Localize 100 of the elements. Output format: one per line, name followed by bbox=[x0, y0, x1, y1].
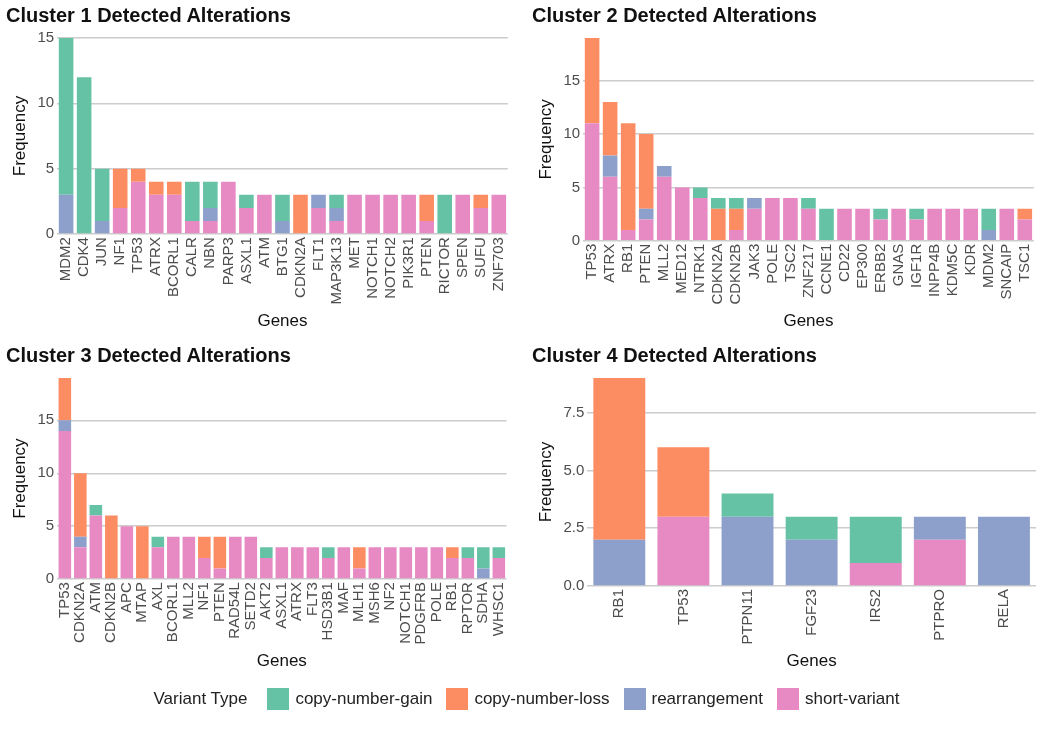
bar bbox=[130, 168, 146, 182]
y-tick-label: 10 bbox=[563, 124, 581, 142]
bar bbox=[58, 420, 72, 431]
legend-label: copy-number-gain bbox=[295, 689, 433, 709]
bar bbox=[148, 194, 164, 234]
bar bbox=[783, 198, 798, 240]
bar bbox=[182, 536, 196, 579]
bar bbox=[329, 194, 344, 208]
bar bbox=[198, 557, 211, 579]
bar bbox=[112, 168, 128, 208]
y-tick-label: 5 bbox=[571, 177, 581, 195]
x-tick-label: ATM bbox=[85, 582, 103, 613]
bar bbox=[329, 207, 344, 221]
y-tick-label: 7.5 bbox=[563, 402, 585, 420]
bar bbox=[58, 38, 74, 195]
x-tick-label: RPTOR bbox=[457, 581, 475, 635]
bar bbox=[729, 198, 744, 209]
bar bbox=[58, 430, 72, 579]
x-tick-label: INPP4B bbox=[924, 243, 942, 298]
bar bbox=[306, 547, 320, 579]
x-tick-label: CDKN2A bbox=[290, 237, 308, 298]
x-tick-label: ATM bbox=[254, 237, 272, 268]
bar bbox=[167, 536, 180, 579]
bar bbox=[365, 194, 380, 234]
x-axis-title: Genes bbox=[256, 651, 307, 671]
bar bbox=[239, 207, 254, 234]
bar bbox=[785, 516, 838, 540]
x-tick-label: GNAS bbox=[888, 243, 906, 287]
x-tick-label: NTRK1 bbox=[690, 243, 708, 293]
bar bbox=[446, 547, 459, 558]
x-tick-label: RB1 bbox=[442, 582, 460, 612]
x-tick-label: IRS2 bbox=[865, 589, 883, 623]
bar bbox=[945, 208, 960, 240]
x-tick-label: PDGFRB bbox=[411, 582, 429, 645]
bar bbox=[260, 547, 273, 558]
x-tick-label: MDM2 bbox=[978, 243, 996, 288]
x-tick-label: FLT1 bbox=[308, 237, 326, 271]
x-tick-label: SUFU bbox=[470, 237, 488, 278]
bar bbox=[729, 230, 744, 240]
bar bbox=[981, 230, 997, 240]
bar bbox=[311, 194, 326, 208]
x-tick-label: BCORL1 bbox=[163, 582, 181, 643]
x-tick-label: MED12 bbox=[672, 243, 690, 294]
x-tick-label: IGF1R bbox=[906, 243, 924, 288]
chart-title: Cluster 1 Detected Alterations bbox=[6, 3, 291, 26]
y-tick-label: 5 bbox=[45, 516, 55, 534]
y-tick-label: 10 bbox=[37, 463, 55, 481]
x-tick-label: PARP3 bbox=[218, 237, 236, 286]
bar bbox=[89, 505, 103, 516]
x-tick-label: CDKN2B bbox=[726, 243, 744, 305]
bar bbox=[584, 123, 600, 240]
bar bbox=[620, 123, 636, 231]
x-tick-label: NF2 bbox=[380, 582, 398, 611]
bar bbox=[76, 77, 92, 234]
bar bbox=[849, 562, 902, 586]
x-tick-label: SPEN bbox=[452, 237, 470, 278]
bar bbox=[203, 181, 218, 208]
bar bbox=[419, 220, 434, 234]
bar bbox=[927, 208, 942, 240]
bar bbox=[399, 547, 413, 579]
x-tick-label: KDM5C bbox=[942, 243, 960, 297]
bar bbox=[492, 557, 506, 579]
bar bbox=[602, 155, 618, 177]
bar bbox=[765, 198, 780, 240]
bar bbox=[353, 547, 366, 569]
bar bbox=[837, 208, 852, 240]
x-tick-label: ATRX bbox=[146, 237, 164, 276]
x-tick-label: MSH6 bbox=[364, 582, 382, 624]
x-tick-label: PTEN bbox=[636, 243, 654, 284]
bar bbox=[203, 207, 218, 221]
x-tick-label: SETD2 bbox=[240, 582, 258, 631]
bar bbox=[909, 208, 924, 220]
bar bbox=[89, 515, 103, 579]
bar bbox=[239, 194, 254, 208]
bar bbox=[491, 194, 507, 234]
x-tick-label: RB1 bbox=[609, 589, 627, 619]
bar bbox=[291, 547, 304, 579]
x-tick-label: ASXL1 bbox=[271, 582, 289, 629]
x-tick-label: FGF23 bbox=[801, 589, 819, 636]
legend-title: Variant Type bbox=[153, 689, 248, 709]
bar bbox=[819, 208, 834, 240]
y-tick-label: 5 bbox=[45, 158, 55, 176]
x-tick-label: ASXL1 bbox=[236, 237, 254, 284]
x-tick-label: JAK3 bbox=[744, 243, 762, 280]
bar bbox=[692, 187, 708, 199]
y-axis-title: Frequency bbox=[535, 98, 555, 180]
bar bbox=[221, 181, 236, 234]
x-tick-label: NF1 bbox=[194, 582, 212, 611]
x-tick-label: ZNF217 bbox=[798, 243, 816, 298]
x-axis-title: Genes bbox=[257, 311, 308, 331]
bar bbox=[461, 557, 475, 579]
x-tick-label: ATRX bbox=[287, 582, 305, 621]
bar bbox=[322, 547, 335, 558]
bar bbox=[656, 166, 672, 177]
bar bbox=[446, 557, 459, 579]
bar bbox=[74, 547, 87, 579]
bar bbox=[620, 230, 636, 240]
bar bbox=[873, 219, 888, 240]
x-tick-label: KDR bbox=[960, 243, 978, 276]
bar bbox=[785, 539, 838, 586]
